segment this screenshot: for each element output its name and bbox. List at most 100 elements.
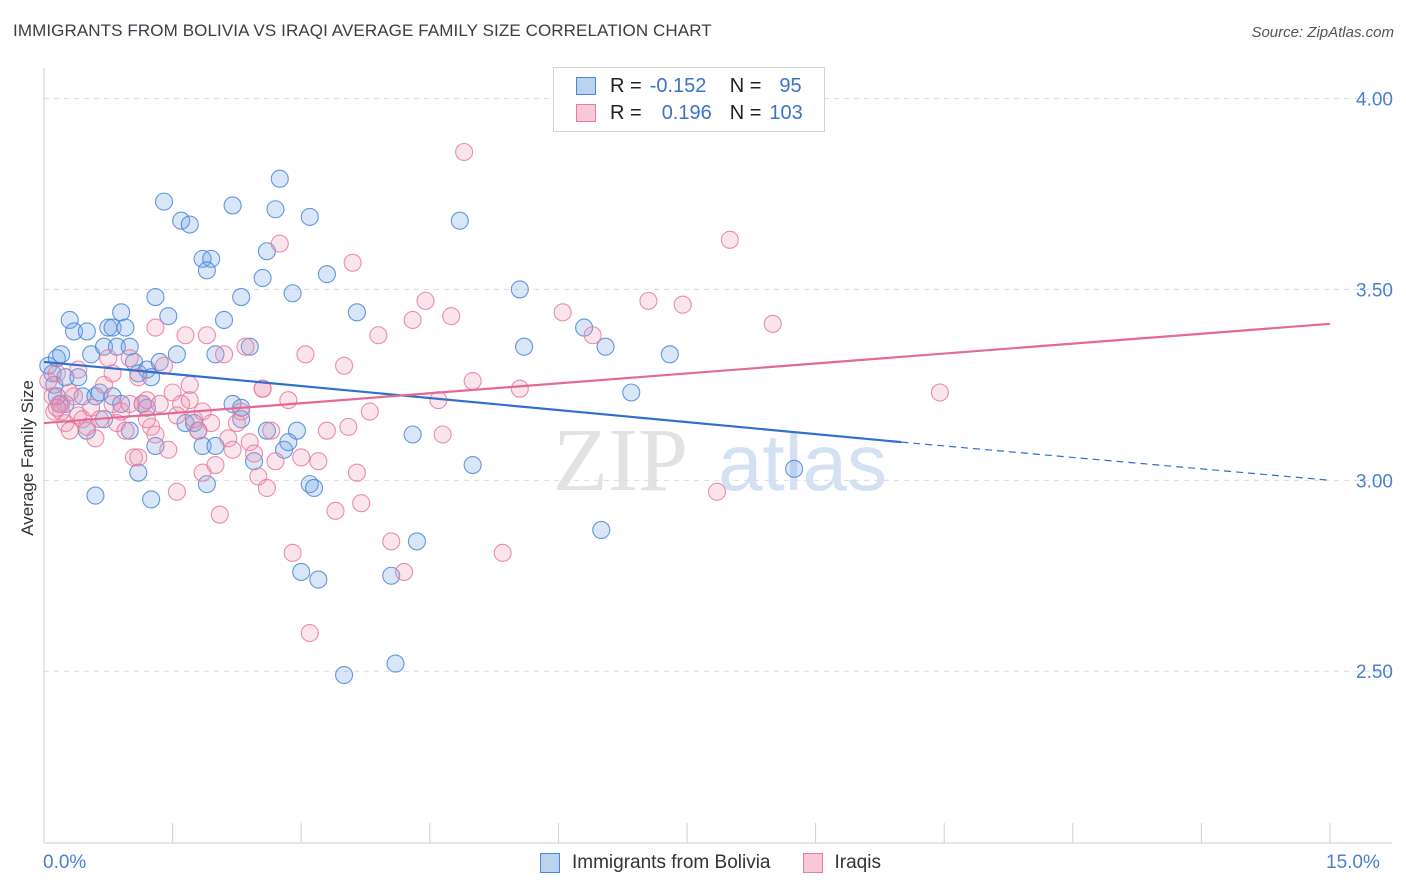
iraqis-point bbox=[47, 364, 66, 383]
iraqis-point bbox=[214, 345, 234, 364]
iraqis-point bbox=[60, 421, 79, 440]
iraqis-point bbox=[510, 379, 529, 398]
iraqis-point bbox=[244, 444, 264, 463]
bolivia-point bbox=[60, 310, 79, 330]
iraqis-point bbox=[210, 505, 229, 524]
iraqis-point bbox=[116, 421, 135, 440]
iraqis-point bbox=[763, 314, 782, 333]
bolivia-point bbox=[240, 337, 259, 356]
iraqis-point bbox=[180, 391, 199, 410]
bolivia-point bbox=[305, 478, 324, 498]
bolivia-point bbox=[386, 654, 405, 673]
bolivia-point bbox=[94, 337, 114, 356]
bolivia-point bbox=[257, 421, 276, 440]
bolivia-point bbox=[146, 288, 165, 307]
bolivia-point bbox=[660, 345, 679, 364]
iraqis-point bbox=[326, 501, 345, 520]
iraqis-point bbox=[176, 326, 195, 345]
legend-n-value: 103 bbox=[769, 101, 803, 124]
iraqis-point bbox=[673, 295, 692, 314]
bolivia-point bbox=[180, 215, 199, 234]
iraqis-point bbox=[197, 326, 216, 345]
iraqis-point bbox=[347, 463, 366, 482]
iraqis-point bbox=[433, 425, 452, 444]
legend-r-value: -0.152 bbox=[649, 74, 707, 97]
legend-item-bolivia: Immigrants from Bolivia bbox=[540, 852, 771, 874]
bolivia-point bbox=[622, 383, 641, 402]
bolivia-point bbox=[167, 345, 186, 364]
stats-legend: R = -0.152 N = 95 R = 0.196 N = 103 bbox=[553, 67, 825, 132]
bolivia-point bbox=[223, 196, 242, 215]
iraqis-point bbox=[202, 413, 221, 433]
y-tick-label: 3.50 bbox=[1356, 280, 1393, 301]
legend-row-iraqis: R = 0.196 N = 103 bbox=[576, 100, 803, 126]
iraqis-point bbox=[257, 478, 276, 498]
bolivia-point bbox=[450, 211, 469, 230]
bolivia-point bbox=[785, 459, 804, 478]
bolivia-point bbox=[86, 486, 105, 505]
legend-row-bolivia: R = -0.152 N = 95 bbox=[576, 73, 802, 99]
iraqis-point bbox=[60, 383, 79, 402]
bolivia-point bbox=[112, 303, 131, 322]
legend-label-bolivia: Immigrants from Bolivia bbox=[572, 852, 771, 873]
watermark-atlas: atlas bbox=[718, 418, 887, 507]
iraqis-point bbox=[292, 448, 311, 467]
bolivia-trend-line bbox=[43, 360, 902, 444]
iraqis-point bbox=[227, 413, 246, 433]
y-tick-labels: 2.50 3.00 3.50 4.00 bbox=[1356, 90, 1393, 684]
chart-title: IMMIGRANTS FROM BOLIVIA VS IRAQI AVERAGE… bbox=[13, 21, 712, 40]
iraqis-point bbox=[309, 452, 328, 471]
iraqis-point bbox=[442, 307, 461, 326]
iraqis-point bbox=[343, 253, 362, 272]
iraqis-point bbox=[223, 440, 242, 459]
bolivia-point bbox=[463, 455, 482, 475]
bolivia-point bbox=[515, 337, 534, 356]
bolivia-point bbox=[300, 207, 319, 226]
legend-n-value: 95 bbox=[779, 74, 802, 97]
bolivia-point bbox=[197, 475, 216, 494]
axes bbox=[43, 68, 1392, 844]
iraqis-points bbox=[39, 142, 949, 643]
iraqis-point bbox=[369, 326, 388, 345]
watermark-zip: ZIP bbox=[553, 411, 688, 510]
iraqis-point bbox=[317, 421, 336, 440]
iraqis-point bbox=[99, 349, 118, 368]
iraqis-point bbox=[120, 394, 139, 414]
iraqis-point bbox=[86, 429, 105, 448]
bolivia-point bbox=[592, 520, 611, 539]
iraqis-point bbox=[335, 356, 354, 375]
iraqis-point bbox=[47, 398, 66, 417]
bolivia-point bbox=[197, 261, 216, 280]
iraqis-point bbox=[553, 303, 572, 322]
iraqis-point bbox=[146, 318, 165, 337]
bolivia-point bbox=[317, 265, 336, 284]
iraqis-point bbox=[240, 433, 259, 452]
iraqis-point bbox=[639, 291, 658, 310]
bolivia-point bbox=[232, 288, 251, 307]
bolivia-point bbox=[154, 192, 174, 211]
iraqis-point bbox=[493, 543, 512, 562]
iraqis-point bbox=[395, 562, 414, 581]
iraqis-point bbox=[124, 448, 144, 467]
iraqis-point bbox=[129, 368, 148, 387]
x-min-label: 0.0% bbox=[43, 852, 87, 873]
iraqis-point bbox=[146, 425, 165, 444]
bolivia-point bbox=[103, 318, 122, 337]
bottom-legend: Immigrants from Bolivia Iraqis bbox=[540, 852, 913, 874]
bolivia-point bbox=[292, 562, 311, 581]
legend-swatch-iraqis bbox=[576, 104, 596, 122]
bolivia-point bbox=[510, 280, 529, 299]
bolivia-point bbox=[214, 310, 234, 330]
legend-swatch-iraqis bbox=[802, 853, 823, 873]
bolivia-point bbox=[159, 307, 178, 326]
bolivia-point bbox=[309, 570, 328, 589]
legend-r-value: 0.196 bbox=[661, 101, 712, 124]
grid-lines bbox=[44, 98, 1392, 672]
iraqis-point bbox=[352, 494, 371, 513]
bolivia-point bbox=[253, 268, 272, 288]
bolivia-point bbox=[64, 322, 84, 341]
bolivia-point bbox=[266, 200, 285, 219]
iraqis-point bbox=[180, 375, 199, 394]
legend-r-label: R = bbox=[610, 74, 642, 97]
